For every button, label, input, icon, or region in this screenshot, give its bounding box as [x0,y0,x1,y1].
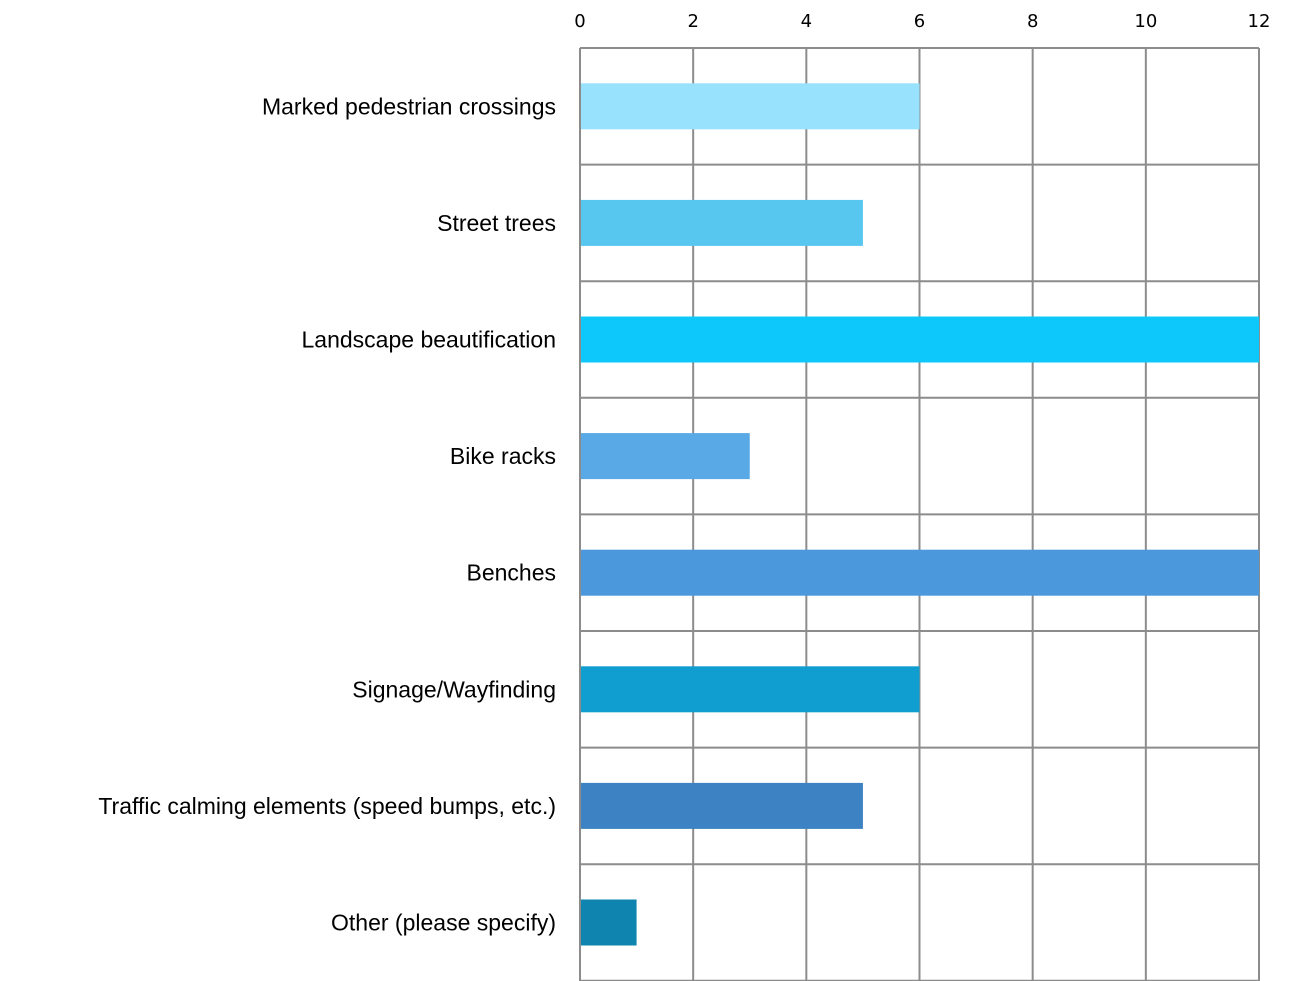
category-label: Benches [466,560,556,586]
bar [581,782,863,829]
category-label: Traffic calming elements (speed bumps, e… [98,793,556,819]
category-label: Signage/Wayfinding [352,676,556,702]
category-label: Bike racks [450,443,556,469]
category-label: Marked pedestrian crossings [262,93,556,119]
x-tick-label: 12 [1248,11,1271,32]
bar [581,549,1259,596]
grid [579,47,1260,981]
bars [581,83,1259,946]
bar [581,199,863,246]
x-tick-label: 8 [1027,11,1038,32]
x-axis-ticks: 0 2 4 6 8 10 12 [574,11,1270,32]
category-label: Street trees [437,210,556,236]
bar [581,899,637,946]
x-tick-label: 6 [914,11,925,32]
x-tick-label: 10 [1134,11,1157,32]
x-tick-label: 0 [574,11,585,32]
category-labels: Marked pedestrian crossings Street trees L… [98,93,556,935]
category-label: Other (please specify) [331,910,556,936]
bar [581,433,750,480]
x-tick-label: 2 [687,11,698,32]
bar [581,316,1259,363]
bar [581,666,920,713]
bar [581,83,920,130]
category-label: Landscape beautification [302,327,556,353]
x-tick-label: 4 [801,11,812,32]
